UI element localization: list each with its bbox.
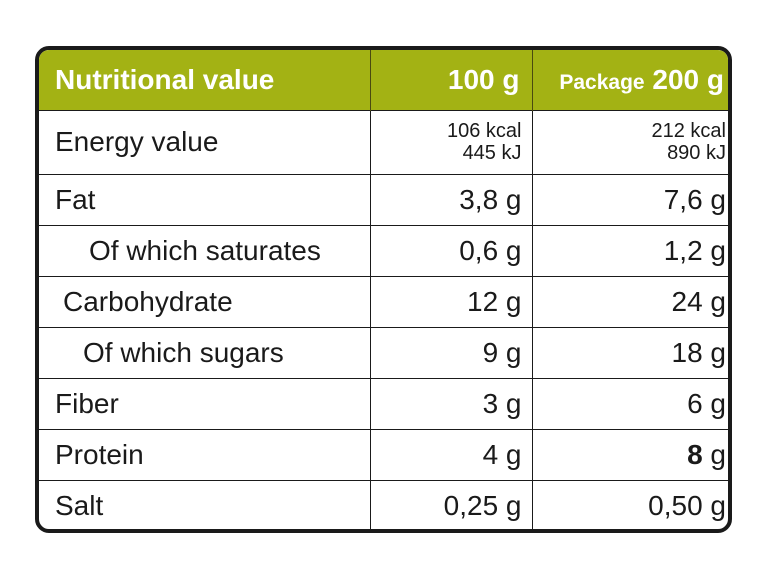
energy-kj: 445 kJ [462,142,522,164]
energy-kcal: 212 kcal [651,120,727,142]
header-package-amount: 200 g [652,63,724,95]
header-package-prefix: Package [559,70,645,94]
header-nutritional-value: Nutritional value [39,50,370,110]
row-name: Carbohydrate [39,275,370,327]
table-row: Fat 3,8 g 7,6 g [39,173,728,225]
row-name: Of which sugars [39,326,370,378]
table-row: Protein 4 g 8 g [39,428,728,480]
row-package: 0,50 g [531,479,728,529]
energy-kj: 890 kJ [667,142,726,164]
row-per100: 3,8 g [369,173,532,225]
table-row: Fiber 3 g 6 g [39,377,728,429]
row-name: Salt [39,479,370,529]
row-name: Energy value [39,109,370,174]
row-per100: 12 g [369,275,532,327]
protein-package-value: 8 [687,438,703,470]
energy-kcal: 106 kcal [447,120,522,142]
table-row: Energy value 106 kcal 445 kJ 212 kcal 89… [39,109,728,174]
row-name: Fiber [39,377,370,429]
table-row: Carbohydrate 12 g 24 g [39,275,728,327]
table-row: Of which sugars 9 g 18 g [39,326,728,378]
row-package: 1,2 g [531,224,728,276]
row-package: 6 g [531,377,728,429]
row-package: 7,6 g [531,173,728,225]
row-per100: 0,6 g [369,224,532,276]
row-name: Protein [39,428,370,480]
header-per-100g: 100 g [369,50,532,110]
row-per100: 106 kcal 445 kJ [369,109,532,174]
protein-package-unit: g [710,438,726,470]
nutrition-table: Nutritional value 100 g Package 200 g En… [39,50,728,529]
header-row: Nutritional value 100 g Package 200 g [39,50,728,110]
row-package: 212 kcal 890 kJ [531,109,728,174]
row-per100: 3 g [369,377,532,429]
row-per100: 4 g [369,428,532,480]
nutrition-label: Nutritional value 100 g Package 200 g En… [35,46,732,533]
row-name: Fat [39,173,370,225]
table-row: Of which saturates 0,6 g 1,2 g [39,224,728,276]
row-package: 8 g [531,428,728,480]
row-package: 18 g [531,326,728,378]
row-per100: 9 g [369,326,532,378]
header-package: Package 200 g [531,50,728,110]
row-name: Of which saturates [39,224,370,276]
table-row: Salt 0,25 g 0,50 g [39,479,728,529]
row-per100: 0,25 g [369,479,532,529]
row-package: 24 g [531,275,728,327]
